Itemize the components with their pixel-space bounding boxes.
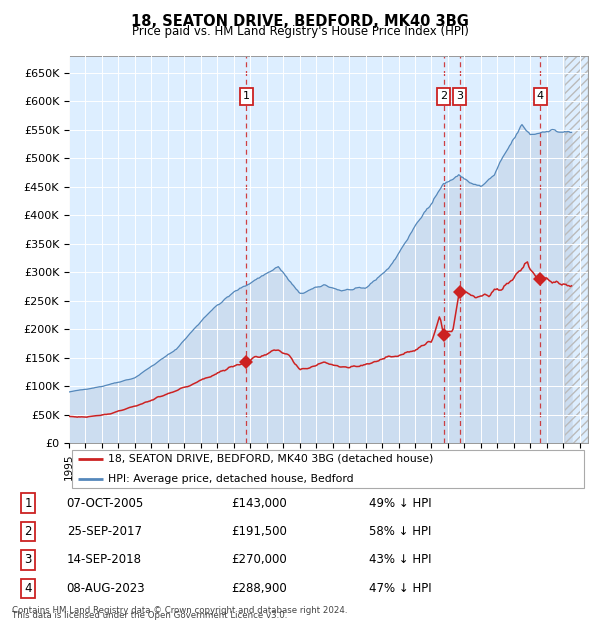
Text: 49% ↓ HPI: 49% ↓ HPI [369, 497, 432, 510]
Text: £143,000: £143,000 [231, 497, 287, 510]
Text: 43% ↓ HPI: 43% ↓ HPI [369, 554, 431, 567]
Text: Price paid vs. HM Land Registry's House Price Index (HPI): Price paid vs. HM Land Registry's House … [131, 25, 469, 38]
Text: 58% ↓ HPI: 58% ↓ HPI [369, 525, 431, 538]
Text: This data is licensed under the Open Government Licence v3.0.: This data is licensed under the Open Gov… [12, 611, 287, 620]
FancyBboxPatch shape [71, 450, 584, 488]
Text: 2: 2 [440, 92, 447, 102]
Text: £191,500: £191,500 [231, 525, 287, 538]
Text: 25-SEP-2017: 25-SEP-2017 [67, 525, 142, 538]
Text: 08-AUG-2023: 08-AUG-2023 [67, 582, 145, 595]
Text: 4: 4 [536, 92, 544, 102]
Text: 2: 2 [25, 525, 32, 538]
Text: HPI: Average price, detached house, Bedford: HPI: Average price, detached house, Bedf… [108, 474, 353, 484]
Text: 47% ↓ HPI: 47% ↓ HPI [369, 582, 432, 595]
Text: £270,000: £270,000 [231, 554, 287, 567]
Text: 1: 1 [243, 92, 250, 102]
Text: 3: 3 [25, 554, 32, 567]
Text: 18, SEATON DRIVE, BEDFORD, MK40 3BG (detached house): 18, SEATON DRIVE, BEDFORD, MK40 3BG (det… [108, 454, 433, 464]
Text: 4: 4 [25, 582, 32, 595]
Text: 18, SEATON DRIVE, BEDFORD, MK40 3BG: 18, SEATON DRIVE, BEDFORD, MK40 3BG [131, 14, 469, 29]
Text: 14-SEP-2018: 14-SEP-2018 [67, 554, 142, 567]
Text: Contains HM Land Registry data © Crown copyright and database right 2024.: Contains HM Land Registry data © Crown c… [12, 606, 347, 615]
Text: 07-OCT-2005: 07-OCT-2005 [67, 497, 144, 510]
Text: £288,900: £288,900 [231, 582, 287, 595]
Text: 1: 1 [25, 497, 32, 510]
Text: 3: 3 [456, 92, 463, 102]
